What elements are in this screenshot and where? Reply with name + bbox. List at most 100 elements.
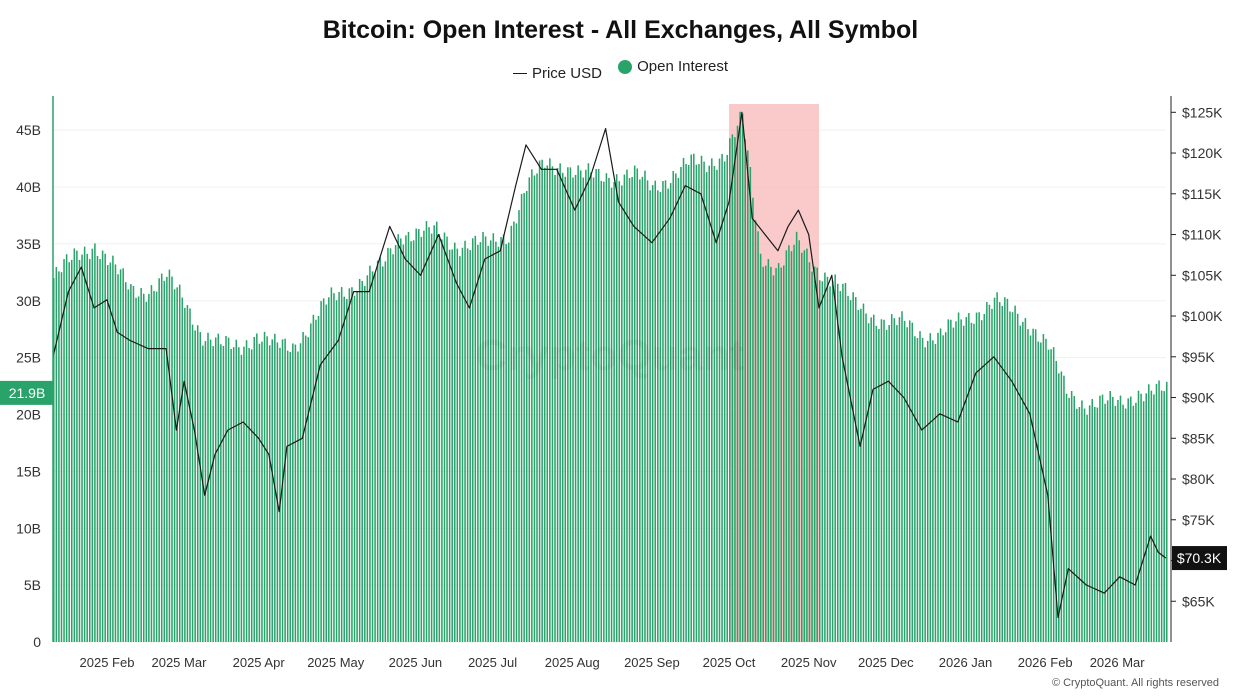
oi-bar xyxy=(664,180,667,642)
oi-bar xyxy=(1083,408,1086,642)
y-left-tick-label: 20B xyxy=(16,407,41,423)
oi-bar xyxy=(939,328,942,642)
oi-bar xyxy=(1078,407,1081,642)
y-right-tick-label: $95K xyxy=(1182,349,1215,365)
oi-bar xyxy=(487,245,489,642)
oi-bar xyxy=(852,292,854,642)
oi-bar xyxy=(338,292,340,642)
oi-bar xyxy=(335,300,338,642)
oi-bar xyxy=(561,172,564,643)
oi-bar xyxy=(536,173,538,643)
oi-bar xyxy=(633,165,636,642)
oi-bar xyxy=(875,325,878,642)
oi-bar xyxy=(657,190,659,642)
oi-bar xyxy=(849,300,852,642)
oi-bar xyxy=(975,312,978,642)
oi-bar xyxy=(55,266,58,642)
oi-bar xyxy=(1124,408,1127,642)
oi-bar xyxy=(711,158,713,643)
oi-bar xyxy=(119,269,122,642)
oi-bar xyxy=(1024,318,1027,642)
oi-bar xyxy=(1001,305,1004,642)
oi-bar xyxy=(1132,405,1135,642)
oi-bar xyxy=(777,263,780,642)
oi-bar xyxy=(783,265,785,642)
oi-bar xyxy=(266,336,268,642)
oi-bar xyxy=(1040,342,1042,642)
oi-bar xyxy=(1037,341,1040,642)
oi-bar xyxy=(693,153,695,643)
oi-bar xyxy=(420,236,423,643)
oi-bar xyxy=(489,240,492,643)
oi-bar xyxy=(459,256,461,642)
oi-bar xyxy=(1052,347,1055,642)
oi-bar xyxy=(549,158,551,642)
oi-bar xyxy=(1076,408,1078,642)
oi-bar xyxy=(217,333,220,642)
oi-bar xyxy=(145,301,148,642)
y-left-tick-label: 5B xyxy=(24,577,41,593)
oi-bar xyxy=(729,138,731,642)
oi-bar xyxy=(469,250,471,642)
oi-bar xyxy=(744,139,746,642)
oi-bar xyxy=(649,190,651,642)
oi-bar xyxy=(507,242,510,642)
oi-bar xyxy=(770,266,772,642)
oi-bar xyxy=(240,354,243,642)
oi-bar xyxy=(1045,338,1047,642)
oi-bar xyxy=(1119,395,1122,642)
oi-bar xyxy=(669,183,672,643)
oi-bar xyxy=(631,177,633,642)
oi-bar xyxy=(736,125,739,643)
oi-bar xyxy=(556,167,559,642)
oi-bar xyxy=(1063,375,1065,642)
oi-bar xyxy=(801,252,803,642)
oi-bar xyxy=(397,234,399,642)
legend-item-open-interest[interactable]: Open Interest xyxy=(618,58,728,75)
oi-bar xyxy=(73,248,76,643)
oi-bar xyxy=(81,254,83,642)
legend-dot-swatch xyxy=(618,59,633,74)
oi-bar xyxy=(713,166,716,642)
x-tick-label: 2025 Feb xyxy=(80,655,135,670)
oi-bar xyxy=(734,137,736,643)
x-tick-label: 2025 Nov xyxy=(781,655,837,670)
oi-bar xyxy=(153,290,155,642)
oi-bar xyxy=(1065,393,1068,642)
oi-bar xyxy=(1122,404,1124,642)
oi-bar xyxy=(299,343,302,642)
oi-bar xyxy=(844,282,847,642)
x-tick-label: 2026 Mar xyxy=(1090,655,1146,670)
oi-bar xyxy=(1004,297,1006,642)
oi-bar xyxy=(541,159,543,642)
oi-bar xyxy=(433,225,435,642)
oi-bar xyxy=(132,285,135,642)
y-left-tick-label: 30B xyxy=(16,293,41,309)
oi-bar xyxy=(906,327,908,642)
oi-bar xyxy=(171,276,173,642)
oi-bar xyxy=(261,341,263,642)
oi-bar xyxy=(790,251,793,642)
oi-bar xyxy=(515,223,518,642)
oi-bar xyxy=(173,289,176,642)
y-right-tick-label: $110K xyxy=(1182,227,1222,243)
oi-bar xyxy=(1117,400,1119,642)
legend-item-price[interactable]: Price USD xyxy=(512,65,602,82)
oi-bar xyxy=(150,285,153,642)
oi-bar xyxy=(1016,313,1019,642)
oi-bar xyxy=(168,269,171,642)
oi-bar xyxy=(1058,373,1060,642)
oi-bar xyxy=(703,161,705,642)
oi-bar xyxy=(358,278,361,642)
copyright-notice: © CryptoQuant. All rights reserved xyxy=(1051,677,1219,689)
oi-bar xyxy=(284,338,286,642)
oi-bar xyxy=(1127,398,1129,642)
oi-bar xyxy=(91,248,94,643)
oi-bar xyxy=(662,181,664,643)
oi-bar xyxy=(333,293,335,642)
y-right-tick-label: $85K xyxy=(1182,430,1215,446)
oi-bar xyxy=(793,244,795,642)
x-tick-label: 2025 Jun xyxy=(389,655,443,670)
oi-bar xyxy=(178,284,181,642)
